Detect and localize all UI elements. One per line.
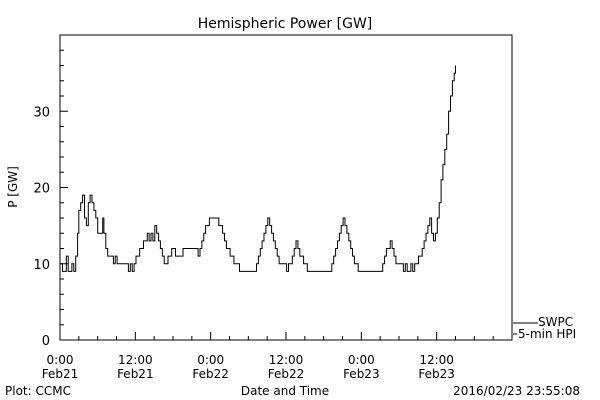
x-tick-date-label: Feb21 bbox=[42, 367, 79, 381]
x-tick-time-label: 0:00 bbox=[197, 353, 224, 367]
chart-title: Hemispheric Power [GW] bbox=[198, 16, 373, 32]
series-line-0 bbox=[60, 65, 456, 272]
x-axis: 0:00Feb2112:00Feb210:00Feb2212:00Feb220:… bbox=[42, 332, 494, 381]
x-axis-label: Date and Time bbox=[241, 384, 329, 398]
y-tick-label: 30 bbox=[33, 105, 50, 120]
legend-label-swpc: SWPC bbox=[538, 315, 573, 329]
y-tick-label: 10 bbox=[33, 258, 50, 273]
x-tick-time-label: 12:00 bbox=[118, 353, 153, 367]
plot-frame bbox=[59, 34, 513, 341]
x-tick-date-label: Feb23 bbox=[418, 367, 455, 381]
x-tick-time-label: 12:00 bbox=[269, 353, 304, 367]
plot-credit: Plot: CCMC bbox=[5, 384, 71, 398]
plot-timestamp: 2016/02/23 23:55:08 bbox=[453, 384, 580, 398]
x-tick-time-label: 12:00 bbox=[419, 353, 454, 367]
legend-label-5min-hpi: 5-min HPI bbox=[518, 327, 576, 341]
x-tick-time-label: 0:00 bbox=[348, 353, 375, 367]
series-group bbox=[60, 65, 456, 272]
y-axis: 0 10 20 30 bbox=[33, 34, 68, 349]
x-tick-time-label: 0:00 bbox=[47, 353, 74, 367]
y-tick-label: 0 bbox=[42, 334, 50, 349]
x-tick-date-label: Feb23 bbox=[343, 367, 380, 381]
y-axis-label: P [GW] bbox=[6, 166, 20, 208]
x-tick-date-label: Feb22 bbox=[192, 367, 229, 381]
x-tick-date-label: Feb22 bbox=[268, 367, 305, 381]
x-tick-date-label: Feb21 bbox=[117, 367, 154, 381]
y-tick-label: 20 bbox=[33, 182, 50, 197]
legend: SWPC 5-min HPI bbox=[513, 315, 576, 341]
